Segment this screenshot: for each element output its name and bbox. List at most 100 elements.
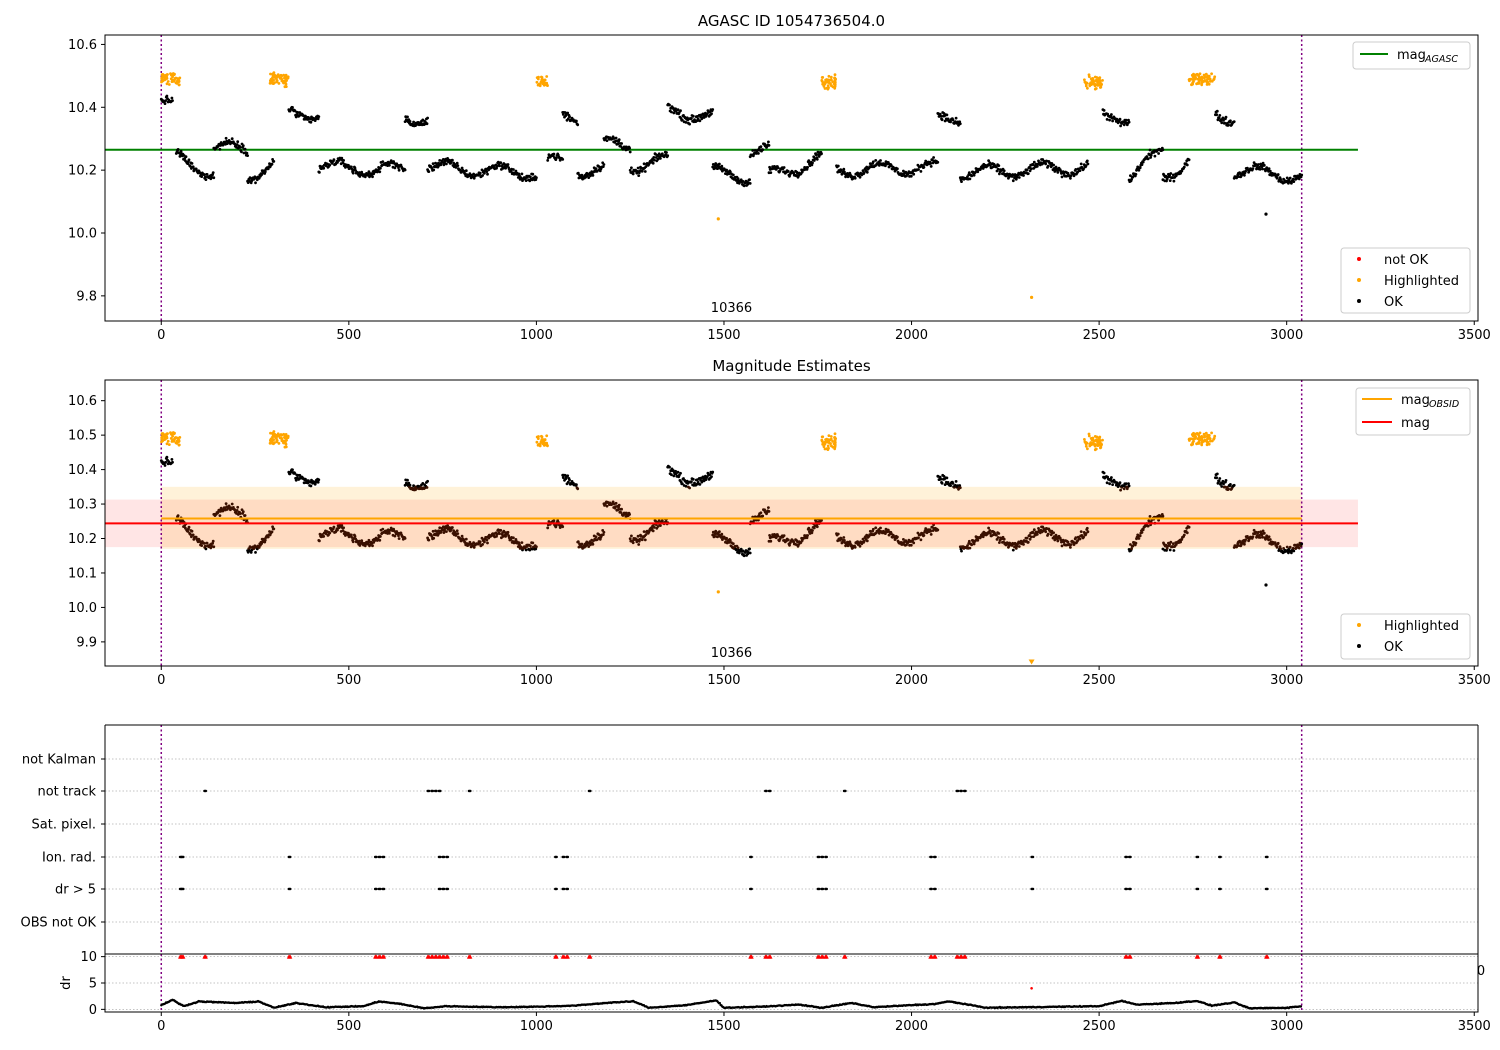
- ok-point: [235, 509, 239, 512]
- highlighted-point: [1087, 434, 1091, 438]
- ok-point: [917, 168, 920, 171]
- ok-point: [879, 526, 882, 530]
- clip0-plot-area: [105, 35, 1358, 321]
- ok-point: [912, 541, 916, 545]
- highlighted-point: [272, 438, 275, 442]
- highlighted-point: [1200, 443, 1204, 447]
- ok-point: [807, 526, 811, 530]
- ok-point: [727, 541, 731, 544]
- highlighted-point: [285, 438, 288, 442]
- ok-point: [332, 158, 336, 162]
- ok-point: [1078, 537, 1082, 541]
- highlighted-point: [167, 83, 171, 86]
- highlighted-point: [829, 435, 833, 438]
- ok-point: [628, 146, 631, 150]
- ok-point: [939, 477, 943, 481]
- ok-point: [441, 525, 445, 529]
- ok-point: [594, 535, 598, 539]
- highlighted-point: [282, 441, 286, 445]
- highlighted-point: [1206, 441, 1210, 444]
- highlighted-point: [164, 78, 167, 81]
- ok-point: [776, 166, 780, 170]
- ok-point: [178, 155, 182, 158]
- highlighted-point: [1206, 81, 1210, 84]
- ok-point: [1171, 173, 1175, 177]
- ok-point: [1105, 481, 1109, 485]
- highlighted-point: [833, 73, 837, 77]
- highlighted-point: [283, 76, 286, 80]
- highlighted-point: [160, 73, 164, 76]
- ok-point: [1165, 549, 1168, 552]
- ok-point: [499, 161, 503, 165]
- ok-point: [736, 177, 740, 181]
- highlighted-point: [271, 431, 275, 435]
- ok-point: [241, 510, 245, 514]
- highlighted-point: [268, 81, 272, 85]
- flag-label: Sat. pixel.: [32, 818, 96, 833]
- ok-point: [445, 530, 448, 533]
- highlighted-point: [271, 434, 275, 438]
- clip3-plot-area: [105, 954, 1478, 1012]
- highlighted-point: [1200, 78, 1204, 82]
- highlighted-point: [282, 432, 286, 436]
- ok-point: [768, 534, 771, 537]
- ok-point: [1122, 123, 1126, 127]
- ok-point: [970, 174, 974, 178]
- highlighted-point: [271, 75, 275, 78]
- highlighted-point: [541, 80, 545, 83]
- highlighted-point: [820, 79, 824, 83]
- highlighted-point: [545, 75, 549, 78]
- ok-point: [970, 543, 974, 547]
- highlighted-point: [273, 81, 276, 85]
- highlighted-point: [1098, 78, 1101, 81]
- ok-point: [814, 520, 818, 523]
- ok-point: [316, 480, 320, 484]
- ok-point: [529, 544, 532, 548]
- ok-point: [576, 123, 580, 127]
- highlighted-point: [283, 436, 286, 439]
- legend-label: mag: [1401, 393, 1430, 408]
- ok-point: [580, 173, 584, 177]
- ok-point: [520, 541, 524, 544]
- ok-point: [524, 179, 528, 183]
- ok-point: [249, 551, 253, 554]
- ok-point: [426, 479, 429, 483]
- ok-point: [1108, 482, 1111, 486]
- ok-point: [1179, 171, 1182, 175]
- highlighted-point: [827, 78, 830, 82]
- flag-point: [204, 789, 208, 793]
- ok-point: [943, 119, 947, 123]
- highlighted-point: [1192, 431, 1195, 435]
- highlighted-point: [1190, 83, 1193, 87]
- ok-point: [1037, 527, 1040, 530]
- ok-point: [1032, 160, 1036, 164]
- x-tick-label-2000: 2000: [895, 673, 928, 688]
- ok-point: [995, 165, 998, 169]
- highlighted-point: [1210, 439, 1214, 443]
- ok-point: [351, 540, 355, 544]
- highlighted-point: [1098, 437, 1101, 441]
- ok-point: [1251, 535, 1255, 539]
- ok-point: [498, 164, 501, 168]
- ok-point: [711, 470, 715, 474]
- ok-point: [666, 154, 670, 158]
- ok-point: [1243, 542, 1246, 546]
- ok-point: [271, 525, 274, 529]
- ok-point: [688, 122, 691, 126]
- highlighted-point: [827, 74, 831, 78]
- ok-point: [995, 533, 998, 537]
- x-tick-label-1000: 1000: [520, 673, 553, 688]
- ok-point: [176, 514, 180, 518]
- highlighted-point: [833, 436, 836, 439]
- ok-point: [972, 542, 976, 546]
- ok-point: [1085, 159, 1089, 163]
- ok-point: [966, 175, 969, 179]
- ok-point: [665, 151, 668, 154]
- flag-point: [821, 887, 825, 891]
- ok-point: [651, 529, 655, 533]
- ok-point: [614, 136, 618, 140]
- ok-point: [322, 166, 326, 170]
- flag-point: [1031, 855, 1035, 859]
- ok-point: [351, 171, 355, 175]
- ok-point: [1252, 528, 1256, 532]
